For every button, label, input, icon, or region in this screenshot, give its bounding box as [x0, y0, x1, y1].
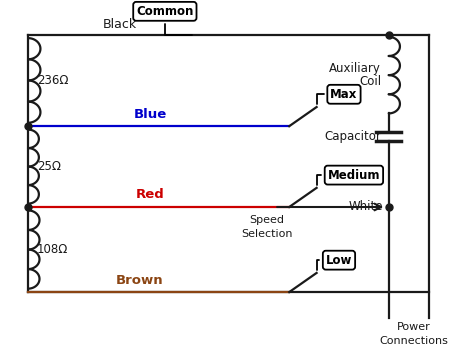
- Text: 236Ω: 236Ω: [37, 74, 69, 87]
- Text: White: White: [348, 200, 383, 214]
- Text: Auxiliary: Auxiliary: [329, 62, 381, 75]
- Text: Common: Common: [136, 5, 193, 35]
- Text: Capacitor: Capacitor: [324, 130, 381, 143]
- Text: Connections: Connections: [379, 336, 448, 346]
- Text: Brown: Brown: [116, 274, 164, 286]
- Text: Medium: Medium: [317, 168, 380, 185]
- Text: Max: Max: [317, 88, 358, 104]
- Text: Blue: Blue: [133, 108, 166, 121]
- Text: Red: Red: [136, 189, 164, 201]
- Text: 108Ω: 108Ω: [37, 243, 68, 256]
- Text: 25Ω: 25Ω: [37, 160, 61, 173]
- Text: Selection: Selection: [241, 229, 292, 239]
- Text: Low: Low: [317, 254, 352, 270]
- Text: Black: Black: [103, 18, 137, 31]
- Text: Coil: Coil: [359, 75, 381, 88]
- Text: Speed: Speed: [249, 215, 284, 225]
- Text: Power: Power: [397, 322, 430, 332]
